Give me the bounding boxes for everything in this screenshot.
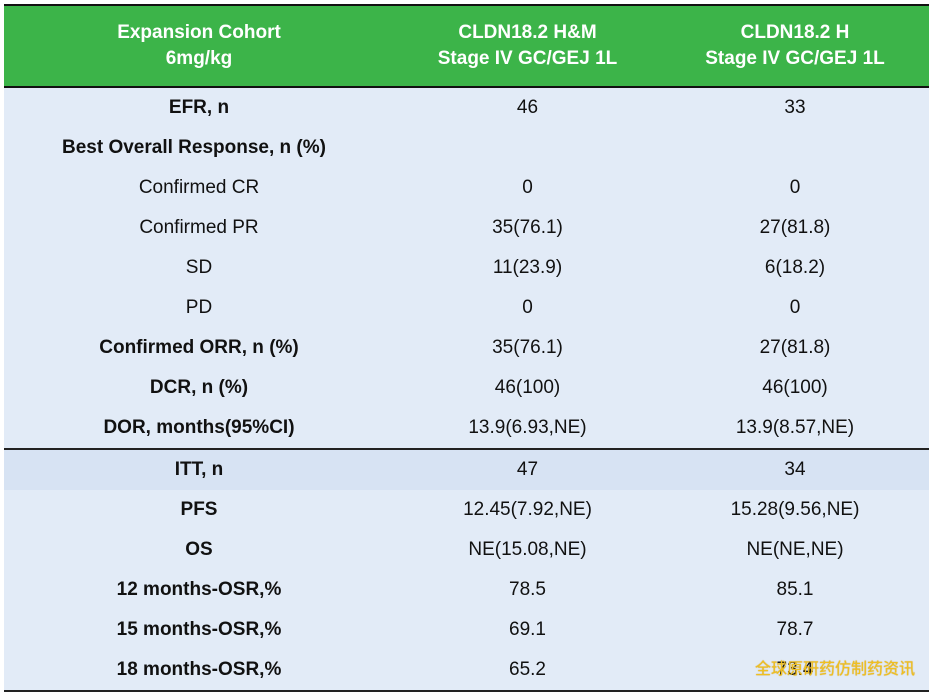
table-row: PFS 12.45(7.92,NE) 15.28(9.56,NE) [4, 490, 929, 530]
row-value-h: 13.9(8.57,NE) [735, 417, 855, 438]
row-label: 15 months-OSR,% [116, 619, 282, 640]
row-value-h: 0 [789, 177, 801, 198]
row-value-hm: 65.2 [509, 659, 546, 680]
table-row: Confirmed ORR, n (%) 35(76.1) 27(81.8) [4, 328, 929, 368]
row-value-h: 85.1 [776, 579, 814, 600]
row-label: OS [185, 539, 213, 560]
row-label: Confirmed PR [139, 217, 259, 238]
header-hm-line1: CLDN18.2 H&M [458, 22, 597, 43]
row-value-hm: NE(15.08,NE) [468, 539, 587, 560]
table-row: 15 months-OSR,% 69.1 78.7 [4, 610, 929, 650]
row-value-h: 0 [789, 297, 801, 318]
row-label: PD [185, 297, 213, 318]
row-value-h: 34 [784, 459, 806, 480]
header-cohort-line2: 6mg/kg [165, 48, 233, 69]
row-value-h [678, 128, 929, 168]
row-value-h: 15.28(9.56,NE) [730, 499, 860, 520]
row-value-hm: 35(76.1) [492, 217, 563, 238]
header-h: CLDN18.2 H Stage IV GC/GEJ 1L [661, 6, 929, 86]
row-value-h: 27(81.8) [759, 337, 831, 358]
row-value-h: 33 [784, 97, 806, 118]
header-cohort-line1: Expansion Cohort [117, 22, 281, 43]
row-value-hm: 46 [516, 97, 539, 118]
section-divider [4, 448, 929, 450]
row-value-h: 27(81.8) [759, 217, 831, 238]
row-value-hm: 78.5 [509, 579, 546, 600]
efficacy-table: Expansion Cohort 6mg/kg CLDN18.2 H&M Sta… [4, 4, 929, 692]
row-value-hm: 0 [522, 297, 533, 318]
row-label: PFS [180, 499, 218, 520]
table-row: PD 0 0 [4, 288, 929, 328]
row-value-hm: 46(100) [494, 377, 561, 398]
table-row: Confirmed CR 0 0 [4, 168, 929, 208]
table-row: ITT, n 47 34 [4, 450, 929, 490]
row-value-hm: 35(76.1) [492, 337, 563, 358]
row-value-h: 78.7 [776, 619, 814, 640]
header-h-line2: Stage IV GC/GEJ 1L [705, 48, 885, 69]
row-value-h: 46(100) [762, 377, 828, 398]
row-label: DOR, months(95%CI) [103, 417, 295, 438]
table-row: Confirmed PR 35(76.1) 27(81.8) [4, 208, 929, 248]
header-cohort: Expansion Cohort 6mg/kg [4, 6, 394, 86]
row-value-hm [428, 128, 678, 168]
row-value-hm: 0 [522, 177, 533, 198]
row-value-hm: 11(23.9) [492, 257, 563, 278]
row-label: 18 months-OSR,% [116, 659, 282, 680]
row-label: DCR, n (%) [149, 377, 249, 398]
row-label: EFR, n [168, 97, 230, 118]
table-row: Best Overall Response, n (%) [4, 128, 929, 168]
row-label: ITT, n [174, 459, 224, 480]
row-value-hm: 69.1 [509, 619, 546, 640]
table-header: Expansion Cohort 6mg/kg CLDN18.2 H&M Sta… [4, 4, 929, 88]
row-label: Confirmed CR [138, 177, 260, 198]
row-value-hm: 13.9(6.93,NE) [468, 417, 587, 438]
table-row: EFR, n 46 33 [4, 88, 929, 128]
table-row: SD 11(23.9) 6(18.2) [4, 248, 929, 288]
row-value-hm: 47 [516, 459, 539, 480]
table-row: DOR, months(95%CI) 13.9(6.93,NE) 13.9(8.… [4, 408, 929, 448]
row-label: Confirmed ORR, n (%) [99, 337, 299, 358]
watermark-text: 全球原研药仿制药资讯 [754, 659, 915, 678]
header-hm-line2: Stage IV GC/GEJ 1L [437, 48, 618, 69]
row-value-h: NE(NE,NE) [746, 539, 844, 560]
table-row: DCR, n (%) 46(100) 46(100) [4, 368, 929, 408]
table-row: 12 months-OSR,% 78.5 85.1 [4, 570, 929, 610]
row-value-hm: 12.45(7.92,NE) [463, 499, 592, 520]
table-row: OS NE(15.08,NE) NE(NE,NE) [4, 530, 929, 570]
header-h-line1: CLDN18.2 H [740, 22, 850, 43]
table-row: 18 months-OSR,% 65.2 73.4 [4, 650, 929, 690]
row-label: 12 months-OSR,% [116, 579, 282, 600]
header-hm: CLDN18.2 H&M Stage IV GC/GEJ 1L [394, 6, 661, 86]
row-label: SD [185, 257, 213, 278]
row-value-h: 73.4 [776, 659, 814, 680]
row-value-h: 6(18.2) [764, 257, 826, 278]
section-label: Best Overall Response, n (%) [62, 137, 326, 158]
